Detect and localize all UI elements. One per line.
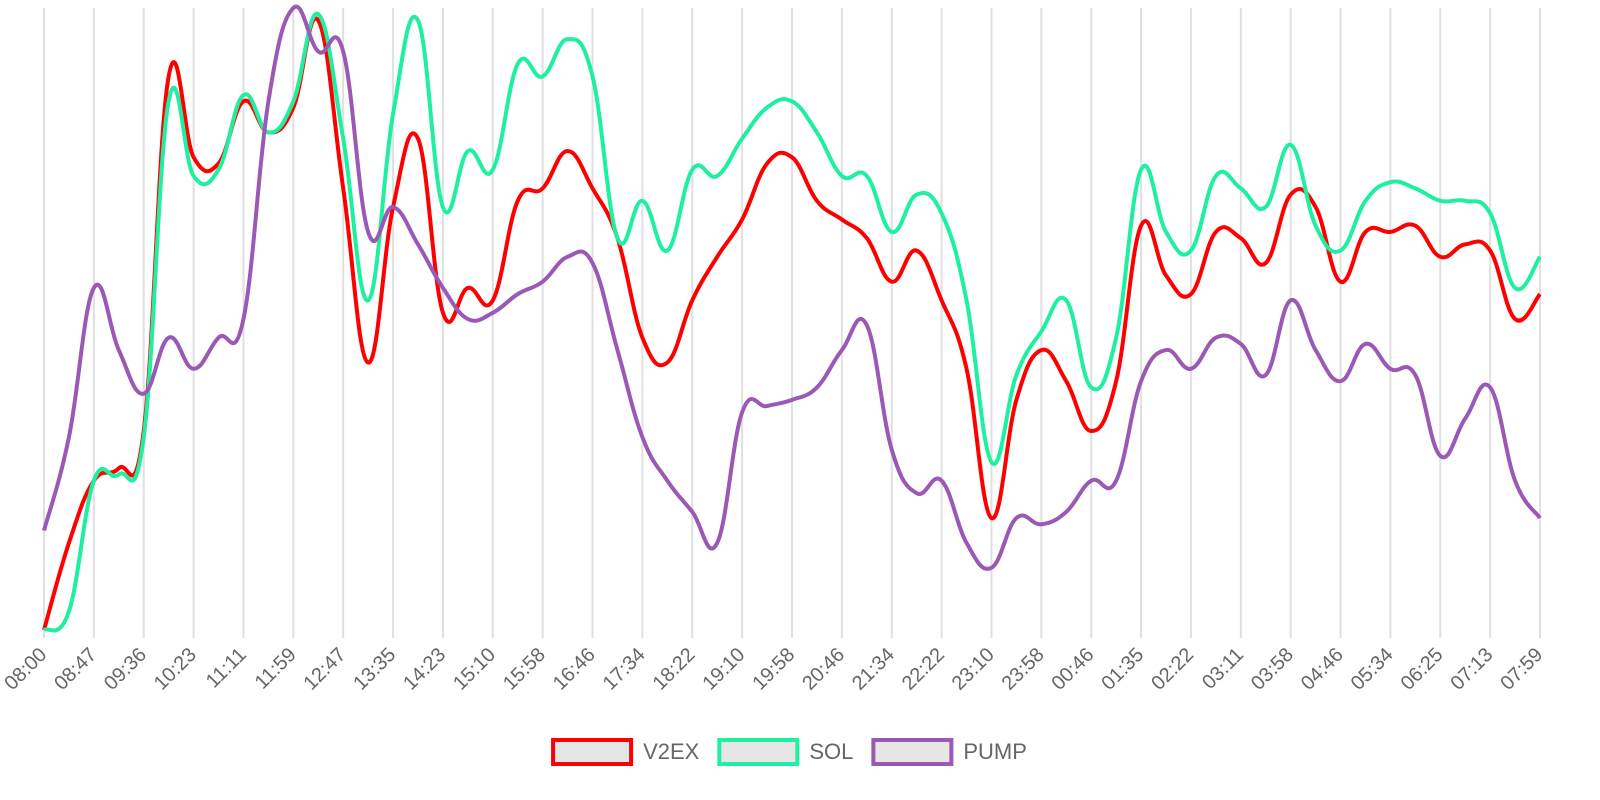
series-line	[42, 4, 1542, 571]
x-tick-label: 09:36	[100, 644, 151, 695]
x-tick-label: 19:58	[748, 644, 799, 695]
x-tick-label: 00:46	[1048, 644, 1099, 695]
legend-swatch	[551, 738, 634, 766]
x-tick-label: 11:59	[251, 644, 301, 694]
legend-label: SOL	[809, 739, 853, 764]
x-tick-label: 23:58	[998, 644, 1049, 695]
x-tick-label: 03:58	[1247, 644, 1298, 695]
x-tick-label: 15:10	[449, 644, 500, 695]
x-tick-label: 20:46	[798, 644, 849, 695]
x-tick-label: 22:22	[898, 644, 949, 695]
x-tick-label: 04:46	[1297, 644, 1348, 695]
x-tick-label: 15:58	[499, 644, 550, 695]
legend: V2EX SOL PUMP	[551, 738, 1027, 766]
x-tick-label: 03:11	[1198, 644, 1248, 694]
x-tick-label: 21:34	[848, 644, 899, 695]
x-tick-label: 11:11	[202, 644, 251, 693]
x-tick-label: 08:47	[50, 644, 101, 695]
legend-label: PUMP	[963, 739, 1027, 764]
x-tick-label: 16:46	[549, 644, 600, 695]
x-tick-label: 02:22	[1147, 644, 1198, 695]
x-tick-label: 05:34	[1347, 644, 1398, 695]
x-tick-label: 19:10	[698, 644, 749, 695]
x-tick-label: 06:25	[1397, 644, 1448, 695]
x-tick-label: 01:35	[1097, 644, 1148, 695]
x-tick-label: 07:13	[1446, 644, 1497, 695]
series-line	[42, 12, 1542, 633]
x-tick-label: 10:23	[150, 644, 201, 695]
x-tick-label: 13:35	[349, 644, 400, 695]
legend-swatch	[717, 738, 800, 766]
x-tick-label: 12:47	[300, 644, 351, 695]
x-tick-label: 08:00	[0, 644, 51, 695]
x-tick-label: 23:10	[948, 644, 999, 695]
x-tick-label: 18:22	[649, 644, 700, 695]
legend-label: V2EX	[643, 739, 700, 764]
x-tick-label: 07:59	[1496, 644, 1547, 695]
x-tick-label: 14:23	[399, 644, 450, 695]
x-tick-label: 17:34	[599, 644, 650, 695]
legend-swatch	[871, 738, 954, 766]
